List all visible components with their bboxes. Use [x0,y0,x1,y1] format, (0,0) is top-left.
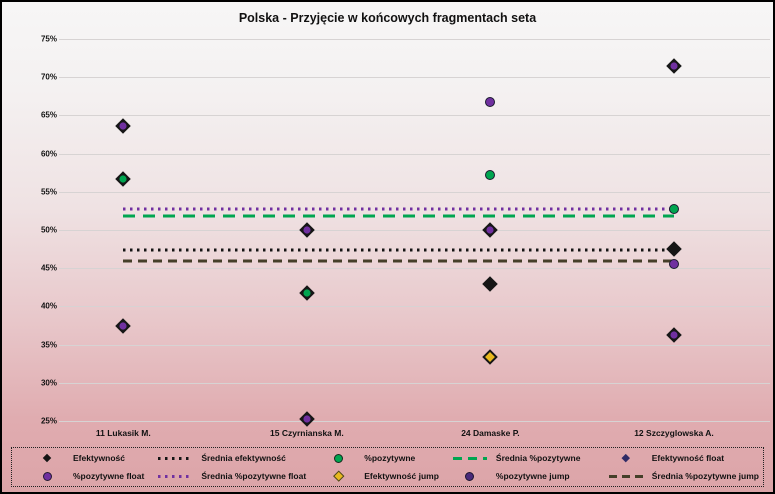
data-point-core [669,329,679,340]
legend-swatch-dotted-black-icon [158,453,192,463]
legend-item: %pozytywne jump [439,471,595,481]
x-axis-label: 12 Szczyglowska A. [634,428,714,438]
legend-item: Efektywność [16,453,144,463]
legend-item: Efektywność jump [307,471,439,481]
legend-swatch-circle-green-icon [321,453,355,463]
legend-item: Średnia %pozytywne [439,453,595,463]
data-point-core [302,225,312,235]
y-axis-tick: 70% [40,72,57,82]
gridline [59,344,770,346]
gridline [59,39,770,40]
legend-item: %pozytywne float [16,471,144,481]
x-axis-label: 11 Lukasik M. [95,428,151,438]
legend-swatch-circle-purple-icon [30,471,64,481]
y-axis-tick: 25% [40,416,57,426]
gridline [59,191,770,193]
legend-swatch-diamond-navy-icon [609,453,643,463]
data-point-core [302,414,312,425]
legend-label: Średnia efektywność [201,453,286,463]
legend-label: %pozytywne [364,453,416,463]
y-axis-tick: 55% [40,187,57,197]
y-axis-tick: 65% [40,110,57,120]
data-point-core [484,351,496,363]
data-point-diamond-black [482,276,499,293]
legend-label: Średnia %pozytywne [495,453,581,463]
data-point-circle-purple [485,97,496,108]
y-axis-tick: 50% [40,225,57,235]
y-axis-tick: 40% [40,301,57,311]
data-point-diamond-green [115,171,132,187]
legend-label: %pozytywne float [73,471,145,481]
data-point-diamond-purple [115,317,132,334]
legend-swatch-dashed-green-icon [453,453,487,463]
legend-item: Średnia %pozytywne jump [595,471,759,481]
data-point-diamond-purple [299,411,315,428]
gridline [59,115,770,117]
gridline [59,306,770,308]
data-point-diamond-gold [482,349,499,365]
gridline [59,153,770,155]
data-point-diamond-purple [482,222,499,238]
y-axis-tick: 75% [40,34,57,44]
mean-line-dotted-black [123,248,674,252]
mean-line-dashed-olive [123,259,674,263]
x-axis-label: 24 Damaske P. [461,428,520,438]
data-point-circle-green [485,169,496,180]
data-point-core [118,121,128,131]
data-point-core [669,61,679,71]
data-point-core [302,287,312,298]
y-axis-tick: 30% [40,378,57,388]
legend-label: %pozytywne jump [495,471,570,481]
legend-swatch-circle-darkpurple-icon [453,471,487,481]
mean-line-dashed-green [123,214,674,218]
gridline [59,421,770,422]
legend-item: Efektywność float [595,453,759,463]
data-point-diamond-purple [115,118,132,134]
legend-swatch-diamond-black-icon [30,453,64,463]
data-point-circle-purple [668,259,679,270]
legend-swatch-dotted-purple-icon [158,471,192,481]
data-point-core [485,225,496,235]
gridline [59,268,770,270]
legend-label: Efektywność [73,453,125,463]
data-point-circle-green [668,204,679,215]
legend-item: Średnia %pozytywne float [144,471,307,481]
chart-title: Polska - Przyjęcie w końcowych fragmenta… [238,11,537,25]
legend-item: Średnia efektywność [144,453,307,463]
y-axis-tick: 35% [40,340,57,350]
data-point-diamond-green [299,284,315,301]
data-point-core [118,320,128,331]
legend-swatch-diamond-gold-icon [321,471,355,481]
data-point-diamond-black [666,241,682,257]
gridline [59,382,770,384]
legend-label: Średnia %pozytywne jump [651,471,759,481]
gridline [59,230,770,231]
legend-label: Średnia %pozytywne float [201,471,307,481]
plot-area: 75% 70% 65% 60% 55% 50% 45% 40% 35% 30% 25% 11 Luka… [41,35,770,438]
legend-label: Efektywność float [651,453,725,463]
legend-swatch-dashed-olive-icon [609,471,643,481]
y-axis-tick: 45% [40,263,57,273]
data-point-diamond-purple [666,326,682,343]
mean-line-dotted-purple [123,207,674,211]
chart-legend: Efektywność Średnia efektywność %pozytywne… [11,447,764,487]
data-point-core [118,174,128,184]
x-axis-label: 15 Czyrnianska M. [270,428,344,438]
y-axis-tick: 60% [40,149,57,159]
data-point-diamond-purple [666,57,682,74]
legend-label: Efektywność jump [364,471,439,481]
legend-item: %pozytywne [307,453,439,463]
gridline [59,77,770,79]
data-point-diamond-purple [299,222,315,238]
